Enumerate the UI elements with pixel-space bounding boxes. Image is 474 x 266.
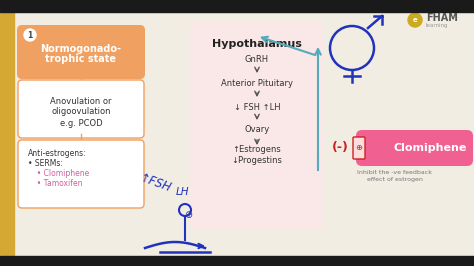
FancyBboxPatch shape: [356, 130, 473, 166]
Text: • Tamoxifen: • Tamoxifen: [32, 180, 82, 189]
Text: ⊕: ⊕: [356, 143, 363, 152]
Text: e.g. PCOD: e.g. PCOD: [60, 118, 102, 127]
Bar: [0, 12, 14, 256]
FancyBboxPatch shape: [353, 137, 365, 159]
FancyBboxPatch shape: [190, 22, 324, 229]
FancyBboxPatch shape: [17, 25, 145, 79]
Text: Normogonado-: Normogonado-: [40, 44, 121, 54]
Bar: [0, 0, 474, 12]
Text: Ovary: Ovary: [245, 126, 270, 135]
Text: Anovulation or: Anovulation or: [50, 97, 112, 106]
Text: trophic state: trophic state: [46, 54, 117, 64]
Text: ⊕: ⊕: [184, 210, 192, 220]
Text: ↓ FSH ↑LH: ↓ FSH ↑LH: [234, 102, 280, 111]
Text: ↑Estrogens
↓Progestins: ↑Estrogens ↓Progestins: [232, 145, 283, 165]
Text: Anti-estrogens:: Anti-estrogens:: [28, 149, 87, 159]
Text: e: e: [413, 18, 418, 23]
Text: Clomiphene: Clomiphene: [393, 143, 467, 153]
Text: oligoovulation: oligoovulation: [51, 107, 111, 117]
Circle shape: [24, 29, 36, 41]
Text: • Clomiphene: • Clomiphene: [32, 169, 89, 178]
Text: Hypothalamus: Hypothalamus: [212, 39, 302, 49]
Text: FHAM: FHAM: [426, 13, 458, 23]
Text: ↑FSH: ↑FSH: [137, 171, 173, 195]
Circle shape: [408, 13, 422, 27]
FancyBboxPatch shape: [18, 140, 144, 208]
Bar: [0, 256, 474, 266]
Text: Inhibit the -ve feedback
effect of estrogen: Inhibit the -ve feedback effect of estro…: [357, 170, 432, 182]
Text: GnRH: GnRH: [245, 56, 269, 64]
Text: LH: LH: [175, 187, 189, 197]
Text: learning: learning: [426, 23, 448, 28]
FancyBboxPatch shape: [18, 80, 144, 138]
Text: Anterior Pituitary: Anterior Pituitary: [221, 78, 293, 88]
Text: (-): (-): [331, 142, 348, 155]
Text: • SERMs:: • SERMs:: [28, 160, 63, 168]
Text: 1: 1: [27, 31, 33, 40]
